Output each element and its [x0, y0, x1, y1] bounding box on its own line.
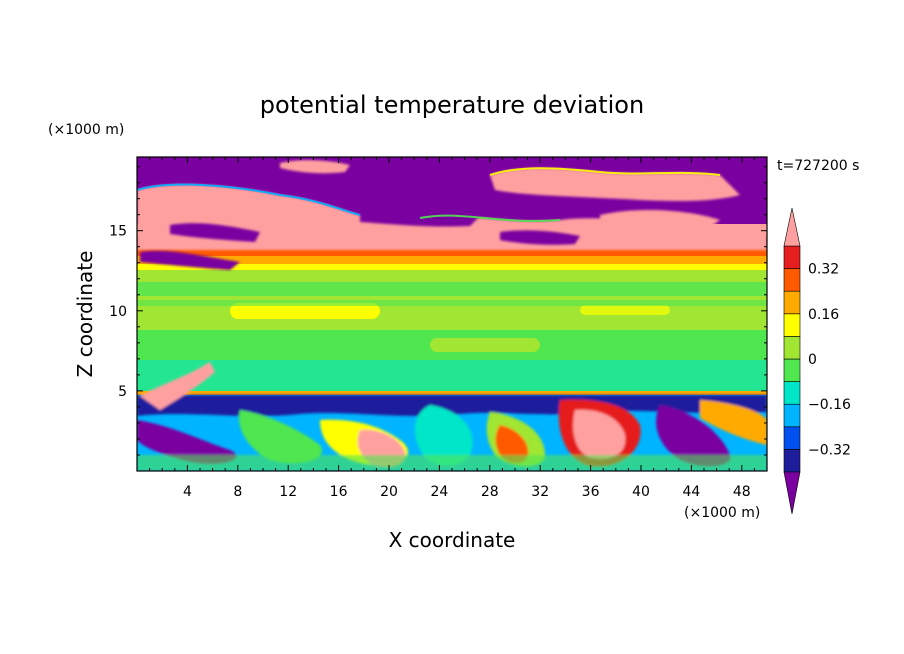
- mid-band-2: [137, 300, 767, 306]
- x-tick-label: 24: [430, 484, 448, 500]
- colorbar-segment: [783, 290, 801, 315]
- colorbar-segment: [783, 449, 801, 473]
- x-tick-label: 12: [279, 484, 297, 500]
- mid-layer-bottom: [137, 360, 767, 394]
- y-tick-label: 15: [109, 224, 127, 240]
- x-tick-label: 32: [531, 484, 549, 500]
- x-unit-label: (×1000 m): [684, 505, 760, 521]
- colorbar-segment: [783, 358, 801, 382]
- colorbar-label: −0.32: [808, 442, 851, 458]
- colorbar-segment: [783, 381, 801, 405]
- cloud-edge-3: [419, 214, 561, 223]
- lower-orange-1: [495, 425, 529, 464]
- pink-cloud-right: [490, 168, 740, 202]
- x-tick-label: 8: [233, 484, 242, 500]
- purple-intrusion-4: [140, 250, 240, 270]
- x-tick-label: 16: [330, 484, 348, 500]
- y-tick-label: 10: [109, 304, 127, 320]
- cloud-edge-1: [137, 183, 361, 216]
- colorbar-segment: [783, 426, 801, 450]
- colorbar-label: 0.32: [808, 262, 839, 278]
- purple-intrusion-3: [500, 230, 580, 245]
- pink-cloud-right-lower: [600, 209, 720, 238]
- lower-green-1: [239, 410, 322, 464]
- y-axis-label: Z coordinate: [73, 251, 97, 378]
- inversion-band-lime: [137, 270, 767, 278]
- y-tick-label: 5: [118, 384, 127, 400]
- colorbar-segment: [783, 268, 801, 292]
- x-tick-label: 36: [582, 484, 600, 500]
- chart-title: potential temperature deviation: [260, 91, 644, 119]
- pink-plume-left: [140, 362, 215, 410]
- x-tick-label: 20: [380, 484, 398, 500]
- x-tick-label: 44: [682, 484, 700, 500]
- x-axis: 4 8 12 16 20 24 28 32 36 40 44 48: [149, 157, 755, 500]
- x-axis-label: X coordinate: [389, 528, 516, 552]
- x-tick-label: 40: [632, 484, 650, 500]
- x-tick-label: 28: [481, 484, 499, 500]
- colorbar-label: −0.16: [808, 397, 851, 413]
- x-tick-label: 4: [183, 484, 192, 500]
- yellow-patch: [230, 303, 380, 319]
- inversion-band-orange: [137, 248, 767, 256]
- green-patch: [430, 338, 540, 352]
- x-tick-label: 48: [733, 484, 751, 500]
- colorbar-segment: [783, 336, 801, 360]
- colorbar-label: 0.16: [808, 307, 839, 323]
- time-label: t=727200 s: [777, 158, 859, 174]
- heatmap-field: [137, 157, 767, 471]
- y-unit-label: (×1000 m): [48, 122, 124, 138]
- colorbar: 0.32 0.16 0 −0.16 −0.32: [783, 207, 851, 515]
- colorbar-label: 0: [808, 352, 817, 368]
- colorbar-segment: [783, 245, 801, 269]
- colorbar-bottom-triangle: [783, 471, 801, 515]
- yellow-patch-2: [580, 305, 670, 315]
- colorbar-segment: [783, 403, 801, 428]
- lower-purple-left: [137, 420, 237, 465]
- mid-layer-band-1: [137, 282, 767, 296]
- lower-purple-right: [656, 405, 731, 467]
- inversion-band-amber: [137, 256, 767, 264]
- inversion-band-yellow: [137, 264, 767, 270]
- boundary-line: [137, 391, 767, 395]
- colorbar-top-triangle: [783, 207, 801, 247]
- cloud-edge-2: [489, 167, 721, 176]
- purple-top-left: [137, 162, 166, 182]
- colorbar-segment: [783, 313, 801, 337]
- lower-bottom-band: [137, 455, 767, 471]
- lower-cyan-1: [414, 405, 473, 466]
- lower-pink-2: [573, 409, 626, 460]
- pink-cloud-top: [280, 160, 350, 174]
- purple-intrusion-1: [170, 223, 260, 242]
- lower-amber-right: [700, 400, 767, 445]
- y-axis: 5 10 15: [109, 166, 767, 456]
